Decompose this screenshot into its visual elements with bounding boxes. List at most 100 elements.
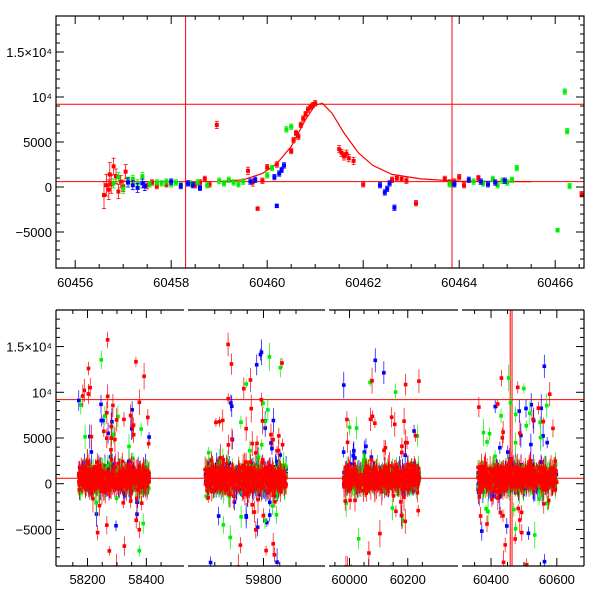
data-point [236,182,241,187]
data-point [392,205,397,210]
data-point [90,491,94,495]
bottom-reference-lines [56,310,584,566]
data-point [145,183,150,188]
data-point [126,180,130,185]
top-data-points [102,88,584,233]
data-point [510,177,514,182]
data-point [115,477,120,481]
data-point [387,181,392,186]
data-point [99,402,103,407]
data-point [282,163,286,168]
data-point [486,182,490,187]
x-tick-label: 60462 [345,275,381,290]
data-point [209,477,214,482]
data-point [128,413,133,418]
data-point [145,477,150,481]
data-point [140,174,145,179]
series-blue [126,162,507,211]
data-point [280,361,284,365]
data-point [253,177,258,182]
data-point [373,358,378,363]
data-point [259,443,264,447]
data-point [112,485,117,490]
data-point [137,548,142,553]
top-axes: 60456 60458 60460 60462 60464 60466 −5000 0 5000… [6,16,584,290]
data-point [256,455,261,460]
data-point [279,477,283,481]
data-point [250,479,254,484]
data-point [96,489,101,494]
data-point [221,457,226,462]
data-point [229,362,234,366]
data-point [214,122,219,127]
data-point [210,465,215,469]
data-point [270,446,274,451]
data-point [253,451,258,455]
data-point [341,383,346,387]
data-point [244,479,249,484]
data-point [274,203,279,208]
data-point [241,179,246,184]
data-point [87,471,92,476]
data-point [244,426,248,431]
data-point [252,476,257,481]
series-red [341,367,422,566]
data-point [369,468,373,472]
data-point [121,500,126,505]
data-point [362,450,367,454]
top-reference-lines [56,16,584,268]
data-point [500,178,505,183]
data-point [100,489,104,494]
data-point [232,500,237,504]
series-red [102,100,584,211]
data-point [208,560,213,565]
data-point [217,178,222,183]
data-point [337,147,342,152]
data-point [364,444,368,449]
data-point [394,176,399,180]
data-point [130,183,135,188]
data-point [252,510,257,514]
data-point [136,487,140,492]
data-point [109,182,114,187]
data-point [495,183,500,188]
data-point [275,449,279,453]
data-point [400,513,404,518]
data-point [259,350,264,355]
data-point [263,419,267,424]
data-point [103,414,107,418]
data-point [141,466,146,470]
data-point [212,468,216,473]
data-point [124,486,129,491]
data-point [154,184,159,189]
data-point [348,498,352,503]
data-point [145,474,150,479]
data-point [94,500,98,505]
data-point [86,481,91,486]
data-point [347,425,352,430]
data-point [246,472,251,477]
data-point [212,478,217,482]
data-point [105,480,110,485]
top-model-curve [219,102,532,183]
data-point [347,464,352,468]
data-point [244,382,249,386]
data-point [261,401,265,405]
data-point [230,437,234,441]
data-point [457,175,462,180]
data-point [112,466,117,470]
data-point [273,482,278,487]
data-point [255,525,260,530]
data-point [186,181,190,186]
top-plot-frame [55,15,585,269]
data-point [223,483,228,488]
data-point [565,129,570,134]
data-point [137,473,142,477]
data-point [211,484,215,489]
data-point [248,378,253,382]
data-point [142,184,147,189]
data-point [83,434,87,439]
y-tick-label: −5000 [15,225,52,240]
data-point [215,486,220,490]
data-point [248,448,252,453]
